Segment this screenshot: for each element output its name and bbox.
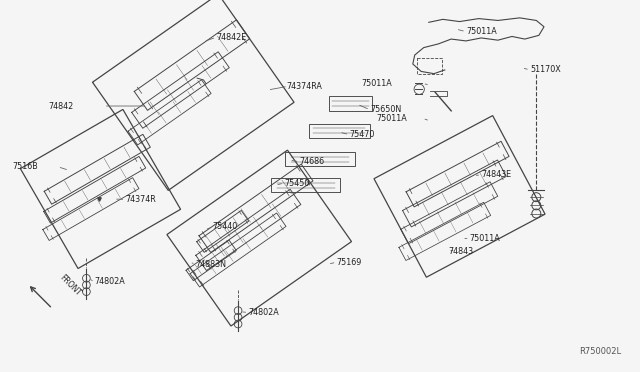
Text: R750002L: R750002L bbox=[579, 347, 621, 356]
Text: 74686: 74686 bbox=[300, 157, 324, 166]
Text: 51170X: 51170X bbox=[530, 65, 561, 74]
Text: 75650N: 75650N bbox=[370, 105, 401, 114]
Text: 74374RA: 74374RA bbox=[287, 82, 323, 91]
Text: 74802A: 74802A bbox=[95, 278, 125, 286]
Text: 75470: 75470 bbox=[349, 130, 375, 139]
Text: 7516B: 7516B bbox=[13, 162, 38, 171]
Text: 74802A: 74802A bbox=[248, 308, 279, 317]
Text: FRONT: FRONT bbox=[58, 273, 83, 298]
Text: 74883N: 74883N bbox=[196, 260, 227, 269]
Text: 74374R: 74374R bbox=[125, 195, 156, 204]
Text: 74842E: 74842E bbox=[216, 33, 246, 42]
Text: 75450: 75450 bbox=[284, 179, 310, 187]
Text: 75440: 75440 bbox=[212, 222, 237, 231]
Text: 75011A: 75011A bbox=[376, 114, 407, 123]
Text: 74843E: 74843E bbox=[481, 170, 511, 179]
Text: 75011A: 75011A bbox=[361, 79, 392, 88]
Text: 74842: 74842 bbox=[49, 102, 74, 110]
Text: 75169: 75169 bbox=[337, 258, 362, 267]
Text: 75011A: 75011A bbox=[470, 234, 500, 243]
Text: 74843: 74843 bbox=[448, 247, 473, 256]
Text: 75011A: 75011A bbox=[466, 27, 497, 36]
